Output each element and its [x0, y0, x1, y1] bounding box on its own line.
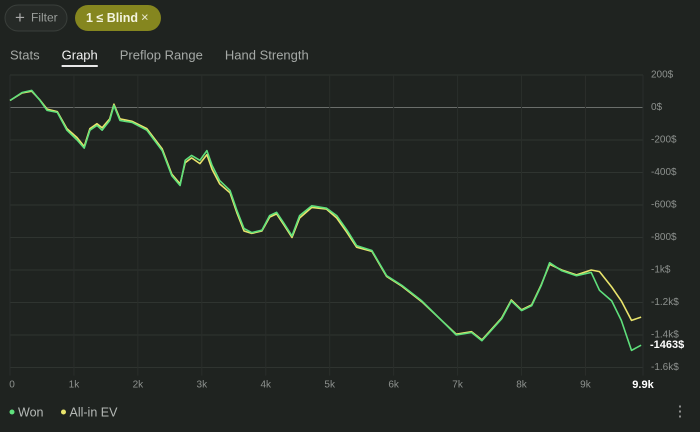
plus-icon: +: [15, 8, 25, 27]
x-tick-label: 2k: [133, 380, 145, 391]
legend: Won All-in EV: [9, 405, 118, 419]
y-tick-label: -600$: [651, 200, 677, 211]
chip-close-icon[interactable]: ×: [141, 9, 149, 24]
legend-label: Won: [18, 405, 44, 419]
legend-swatch: [9, 409, 15, 415]
blind-filter-chip[interactable]: [75, 5, 161, 31]
x-tick-label: 0: [9, 380, 15, 391]
y-tick-label: -1.4k$: [651, 330, 679, 341]
x-tick-label: 3k: [197, 380, 209, 391]
x-tick-label: 5k: [324, 380, 336, 391]
x-tick-label: 1k: [69, 380, 81, 391]
tab-underline: [61, 65, 98, 67]
more-menu[interactable]: ⋮: [673, 403, 688, 420]
x-tick-label: 4k: [260, 380, 272, 391]
y-tick-label: 0$: [651, 102, 663, 113]
end-value-label: -1463$: [650, 339, 684, 351]
legend-label: All-in EV: [69, 405, 118, 419]
y-tick-label: -1.2k$: [651, 297, 679, 308]
tab[interactable]: Preflop Range: [120, 47, 203, 62]
x-tick-label: 8k: [516, 380, 528, 391]
filter-button[interactable]: [4, 4, 68, 32]
legend-swatch: [60, 409, 66, 415]
x-tick-label: 7k: [452, 380, 464, 391]
tabs: Stats Graph Preflop Range Hand Strength: [10, 47, 309, 67]
tab[interactable]: Stats: [10, 47, 40, 62]
series-line: [9, 89, 642, 352]
y-tick-label: 200$: [651, 70, 674, 81]
x-tick-label: 6k: [388, 380, 400, 391]
filter-label: Filter: [31, 11, 58, 25]
y-tick-label: -800$: [651, 232, 677, 243]
y-tick-label: -200$: [651, 135, 677, 146]
x-tick-label: 9.9k: [632, 379, 654, 391]
tab[interactable]: Graph: [62, 47, 98, 62]
y-tick-label: -400$: [651, 167, 677, 178]
y-tick-label: -1.6k$: [651, 362, 679, 373]
chart: 200$ 0$ -200$ -400$ -600$ -800$ -1k$ -1.2k$ -1.4…: [9, 70, 684, 391]
tab[interactable]: Hand Strength: [225, 47, 309, 62]
blind-filter-label: 1 ≤ Blind: [86, 11, 138, 25]
x-tick-label: 9k: [580, 380, 592, 391]
y-tick-label: -1k$: [651, 265, 671, 276]
